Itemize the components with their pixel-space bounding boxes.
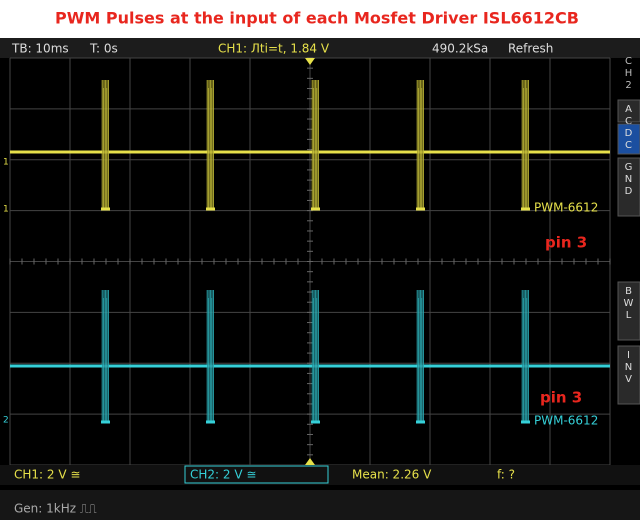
side-channel: CH2	[623, 56, 634, 92]
ch1-note: pin 3	[545, 234, 587, 252]
title: PWM Pulses at the input of each Mosfet D…	[55, 9, 579, 28]
title-bar	[0, 0, 640, 38]
trigger-pos-bottom	[305, 458, 315, 465]
trigger: CH1: Лti=t, 1.84 V	[218, 42, 330, 56]
ch1-scale: CH1: 2 V ≅	[14, 468, 80, 482]
mean: Mean: 2.26 V	[352, 468, 432, 482]
generator: Gen: 1kHz ⎍⎍	[14, 502, 97, 516]
ch2-scale-box[interactable]	[184, 465, 329, 484]
side-button-label: INV	[623, 350, 634, 386]
side-button-label: DC	[623, 128, 634, 152]
sample-rate: 490.2kSa	[432, 42, 488, 56]
trigger-time: T: 0s	[89, 42, 118, 56]
ch2-ref-marker: 2	[3, 416, 9, 426]
side-button[interactable]	[617, 345, 640, 405]
side-button[interactable]	[617, 281, 640, 341]
trigger-pos-top	[305, 58, 315, 65]
acq-mode: Refresh	[508, 42, 553, 56]
ch2-scale: CH2: 2 V ≅	[190, 468, 256, 482]
ch2-note: pin 3	[540, 389, 582, 407]
side-button-label: GND	[623, 162, 634, 198]
side-button[interactable]	[617, 99, 640, 123]
status-bar	[0, 38, 640, 58]
ch2-label: PWM-6612	[534, 414, 598, 428]
timebase: TB: 10ms	[11, 42, 69, 56]
side-button-label: BWL	[623, 286, 634, 322]
waveforms	[10, 80, 610, 424]
bottom-bar	[0, 465, 640, 485]
ch1-label: PWM-6612	[534, 201, 598, 215]
ch1-ref-marker: 1	[3, 205, 9, 215]
side-button[interactable]	[617, 157, 640, 217]
pulse-burst	[102, 290, 109, 422]
side-button-label: AC	[623, 104, 634, 128]
frequency: f: ?	[497, 468, 515, 482]
generator-bar	[0, 490, 640, 520]
pulse-burst	[102, 80, 109, 209]
ch1-level-marker: 1	[3, 158, 9, 168]
side-button[interactable]	[617, 123, 640, 155]
